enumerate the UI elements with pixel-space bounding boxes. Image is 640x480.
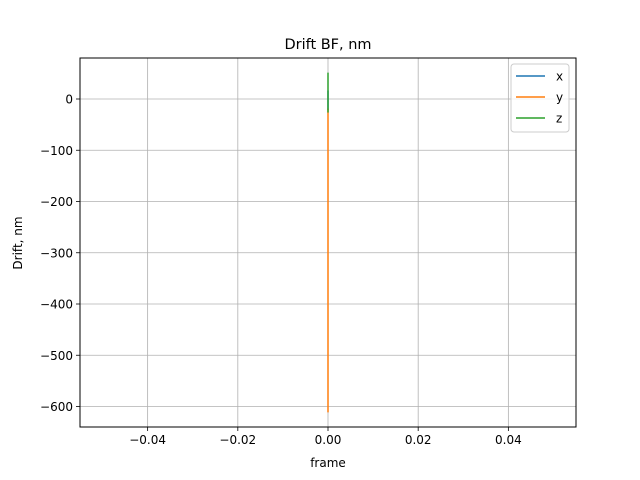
legend-box	[510, 63, 570, 133]
y-ticks: 0 −100 −200 −300 −400 −500 −600	[40, 93, 80, 414]
y-tick-label: −300	[40, 246, 73, 260]
y-tick-label: 0	[65, 93, 73, 107]
x-tick-label: −0.04	[129, 433, 166, 447]
legend-label-x: x	[556, 70, 563, 84]
y-tick-label: −200	[40, 195, 73, 209]
x-tick-label: 0.04	[495, 433, 522, 447]
x-tick-label: −0.02	[219, 433, 256, 447]
y-tick-label: −500	[40, 349, 73, 363]
y-tick-label: −100	[40, 144, 73, 158]
y-axis-label: Drift, nm	[11, 216, 25, 269]
legend-label-y: y	[556, 91, 563, 105]
x-ticks: −0.04 −0.02 0.00 0.02 0.04	[129, 427, 522, 447]
legend: x y z	[510, 63, 570, 133]
y-tick-label: −400	[40, 298, 73, 312]
x-axis-label: frame	[310, 456, 346, 470]
legend-label-z: z	[556, 112, 562, 126]
x-tick-label: 0.00	[315, 433, 342, 447]
x-tick-label: 0.02	[405, 433, 432, 447]
chart-title: Drift BF, nm	[284, 37, 371, 53]
y-tick-label: −600	[40, 400, 73, 414]
